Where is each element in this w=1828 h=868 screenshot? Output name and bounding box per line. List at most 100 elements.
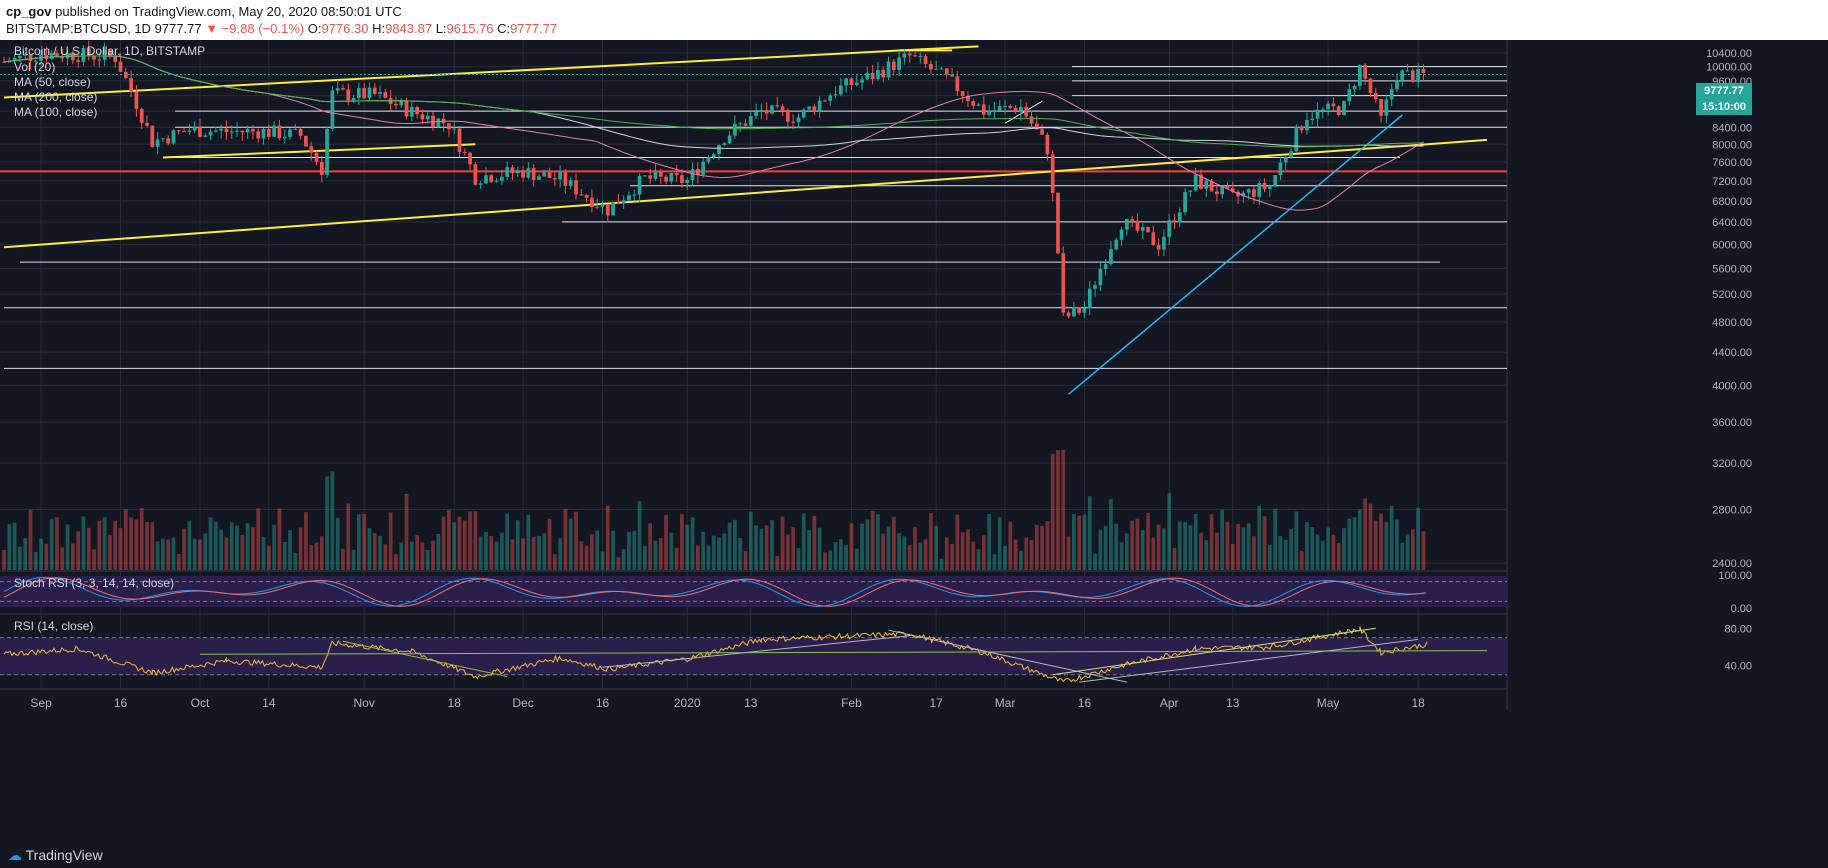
volume-bar: [648, 523, 653, 570]
y-tick-label: 3200.00: [1712, 458, 1752, 470]
volume-bar: [457, 516, 462, 570]
volume-bar: [595, 530, 600, 570]
volume-bar: [838, 538, 843, 570]
volume-bar: [500, 532, 504, 570]
volume-bar: [1146, 512, 1150, 570]
candle-body: [907, 53, 912, 56]
candle-body: [600, 204, 605, 207]
legend-ma200[interactable]: MA (200, close): [14, 90, 98, 104]
candle-body: [743, 123, 748, 126]
published-text: published on TradingView.com, May 20, 20…: [55, 4, 402, 19]
candle-body: [923, 56, 928, 64]
candle-body: [60, 56, 65, 59]
candle-body: [733, 123, 737, 136]
volume-bar: [563, 508, 568, 570]
volume-bar: [76, 531, 81, 570]
volume-bar: [1246, 523, 1251, 570]
candle-body: [568, 180, 573, 186]
volume-bar: [1209, 514, 1214, 570]
volume-bar: [733, 519, 737, 570]
candle-body: [447, 123, 451, 130]
candle-body: [1199, 174, 1203, 189]
volume-bar: [1262, 516, 1267, 570]
x-tick-label: 2020: [674, 696, 701, 710]
candle-body: [786, 110, 790, 122]
volume-bar: [780, 516, 785, 570]
candle-body: [277, 125, 282, 139]
legend-ma100[interactable]: MA (100, close): [14, 105, 98, 119]
candle-body: [685, 179, 690, 184]
candle-body: [1040, 129, 1044, 135]
legend-vol[interactable]: Vol (20): [14, 60, 56, 74]
candle-body: [1363, 64, 1368, 79]
volume-bar: [314, 542, 319, 570]
stoch-d-line: [3, 577, 1427, 607]
candle-body: [489, 175, 494, 182]
candle-body: [288, 129, 292, 137]
candle-body: [1156, 245, 1161, 250]
candle-body: [1162, 236, 1166, 250]
candles: [2, 40, 1426, 570]
volume-bar: [934, 525, 939, 570]
candle-body: [1310, 118, 1315, 121]
volume-bar: [1103, 526, 1108, 570]
x-tick-label: May: [1317, 696, 1340, 710]
candle-body: [796, 117, 801, 123]
candle-body: [1209, 180, 1214, 192]
candle-body: [537, 176, 541, 180]
candle-body: [881, 69, 886, 78]
x-tick-label: Sep: [30, 696, 52, 710]
rsi-y-tick: 80.00: [1724, 623, 1752, 635]
volume-bar: [304, 512, 308, 570]
stoch-rsi-label[interactable]: Stoch RSI (3, 3, 14, 14, close): [14, 576, 175, 590]
candle-body: [1003, 106, 1007, 108]
volume-bar: [701, 531, 705, 570]
candle-body: [436, 118, 441, 127]
rsi-label[interactable]: RSI (14, close): [14, 619, 94, 633]
candle-body: [494, 180, 499, 182]
publisher-name[interactable]: cp_gov: [6, 4, 52, 19]
volume-bar: [876, 514, 880, 570]
candle-body: [1267, 185, 1272, 190]
volume-bar: [187, 520, 192, 570]
candle-body: [1124, 219, 1129, 230]
volume-bar: [1305, 522, 1309, 570]
candle-body: [1294, 126, 1299, 152]
volume-bar: [33, 551, 38, 570]
candle-body: [431, 115, 435, 127]
candle-body: [1119, 229, 1124, 240]
candle-body: [1183, 191, 1187, 213]
volume-bar: [123, 509, 128, 570]
brand-name: TradingView: [25, 847, 103, 863]
volume-bar: [1241, 527, 1246, 570]
volume-bar: [441, 516, 446, 570]
volume-bar: [542, 533, 547, 570]
candle-body: [1066, 312, 1071, 317]
volume-bar: [616, 557, 621, 570]
candle-body: [616, 202, 621, 204]
volume-bar: [955, 514, 960, 570]
volume-bar: [161, 538, 165, 570]
candle-body: [1146, 226, 1150, 233]
candle-body: [23, 54, 28, 56]
volume-bar: [902, 536, 907, 570]
candle-body: [457, 128, 462, 152]
candle-body: [643, 175, 647, 177]
volume-bar: [1363, 498, 1368, 570]
volume-bar: [1024, 537, 1029, 570]
volume-bar: [1156, 524, 1161, 570]
candle-body: [473, 164, 478, 185]
candle-body: [378, 92, 382, 94]
volume-bar: [404, 493, 409, 570]
candle-body: [531, 168, 536, 180]
volume-bar: [1299, 551, 1304, 570]
volume-bar: [325, 476, 329, 570]
candle-body: [468, 152, 472, 165]
legend-ma50[interactable]: MA (50, close): [14, 75, 91, 89]
price-chart[interactable]: Sep 16 Oct 14 Nov 18 Dec 16 2020 13 Feb 17 Mar 16 Apr 1…: [0, 40, 1828, 843]
candle-body: [971, 101, 976, 106]
candle-body: [1056, 192, 1060, 254]
volume-bar: [468, 511, 472, 570]
tradingview-logo[interactable]: ☁ TradingView: [8, 847, 103, 864]
candle-body: [664, 176, 668, 182]
